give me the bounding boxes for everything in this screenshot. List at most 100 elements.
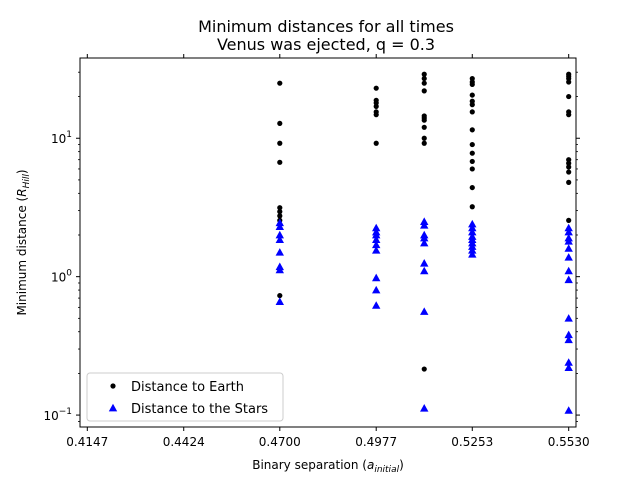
data-point-triangle bbox=[420, 259, 429, 267]
data-point-triangle bbox=[468, 227, 477, 236]
data-point-triangle bbox=[564, 406, 573, 414]
data-point-dot bbox=[373, 140, 379, 146]
data-point-dot bbox=[277, 120, 283, 127]
data-point-dot bbox=[373, 85, 379, 91]
data-point-triangle bbox=[372, 230, 381, 239]
data-point-triangle bbox=[468, 246, 477, 254]
data-point-triangle bbox=[564, 314, 573, 322]
data-point-dot bbox=[469, 141, 475, 148]
data-point-dot bbox=[469, 204, 475, 210]
x-tick-label: 0.5530 bbox=[548, 435, 590, 449]
data-point-dot bbox=[277, 159, 283, 165]
data-point-triangle bbox=[468, 223, 477, 232]
data-point-triangle bbox=[564, 330, 573, 339]
data-point-dot bbox=[421, 117, 427, 123]
legend-label: Distance to the Stars bbox=[131, 402, 268, 417]
data-point-dot bbox=[566, 169, 572, 175]
data-point-triangle bbox=[420, 221, 429, 229]
data-point-triangle bbox=[564, 227, 573, 236]
data-point-dot bbox=[277, 205, 283, 211]
data-point-dot bbox=[566, 164, 572, 170]
data-point-dot bbox=[277, 213, 283, 219]
series-distance-to-earth bbox=[277, 71, 572, 372]
x-tick-label: 0.4700 bbox=[259, 435, 301, 449]
data-point-triangle bbox=[564, 244, 573, 252]
data-point-triangle bbox=[372, 235, 381, 244]
data-point-dot bbox=[469, 81, 475, 87]
series-distance-to-the-stars bbox=[275, 217, 573, 414]
axes-frame bbox=[79, 57, 577, 428]
data-point-triangle bbox=[564, 266, 573, 275]
data-point-triangle bbox=[420, 404, 429, 412]
data-point-triangle bbox=[564, 223, 573, 232]
data-point-triangle bbox=[275, 218, 284, 227]
x-tick-label: 0.4147 bbox=[66, 435, 108, 449]
data-point-triangle bbox=[564, 275, 573, 284]
chart-title: Minimum distances for all times bbox=[198, 17, 454, 36]
data-point-triangle bbox=[468, 219, 477, 228]
plot-area: 0.4147 0.4424 0.4700 0.4977 0.5253 0.5530 10−1… bbox=[15, 54, 590, 475]
data-point-dot bbox=[421, 135, 427, 141]
data-point-dot bbox=[566, 112, 572, 118]
data-point-triangle bbox=[275, 235, 284, 244]
data-point-dot bbox=[421, 140, 427, 146]
data-point-dot bbox=[469, 109, 475, 115]
x-tick-label: 0.5253 bbox=[451, 435, 493, 449]
data-point-triangle bbox=[275, 297, 284, 305]
data-point-triangle bbox=[564, 363, 573, 372]
data-point-triangle bbox=[420, 238, 429, 247]
data-point-dot bbox=[566, 79, 572, 85]
data-point-triangle bbox=[372, 273, 381, 282]
data-point-dot bbox=[277, 209, 283, 215]
data-point-dot bbox=[469, 158, 475, 165]
data-point-dot bbox=[421, 88, 427, 94]
data-point-dot bbox=[469, 102, 475, 108]
data-point-triangle bbox=[372, 301, 381, 309]
y-axis-label: Minimum distance (RHill) bbox=[15, 169, 32, 315]
data-point-dot bbox=[421, 366, 427, 372]
y-tick-label: 101 bbox=[51, 130, 72, 146]
x-axis-label: Binary separation (ainitial) bbox=[252, 458, 404, 475]
data-point-triangle bbox=[420, 307, 429, 315]
legend: Distance to Earth Distance to the Stars bbox=[86, 372, 284, 422]
data-point-dot bbox=[373, 112, 379, 118]
data-point-triangle bbox=[468, 250, 477, 258]
legend-triangle-icon bbox=[108, 403, 118, 412]
data-point-triangle bbox=[372, 246, 381, 254]
data-point-triangle bbox=[275, 265, 284, 274]
data-point-dot bbox=[421, 80, 427, 86]
data-point-dot bbox=[421, 75, 427, 82]
data-point-triangle bbox=[275, 222, 284, 230]
data-point-dot bbox=[566, 217, 572, 223]
legend-label: Distance to Earth bbox=[131, 380, 244, 395]
y-tick-label: 100 bbox=[51, 269, 72, 285]
data-point-dot bbox=[566, 93, 572, 100]
data-point-dot bbox=[469, 127, 475, 133]
data-point-dot bbox=[566, 160, 572, 166]
data-point-triangle bbox=[564, 253, 573, 261]
data-point-triangle bbox=[372, 223, 381, 232]
data-point-triangle bbox=[372, 240, 381, 249]
data-point-dot bbox=[566, 179, 572, 185]
y-tick-label: 10−1 bbox=[43, 407, 72, 423]
data-point-triangle bbox=[420, 233, 429, 242]
data-point-dot bbox=[373, 103, 379, 109]
data-point-triangle bbox=[372, 285, 381, 294]
data-point-dot bbox=[469, 92, 475, 98]
data-point-triangle bbox=[564, 358, 573, 366]
data-point-triangle bbox=[275, 248, 284, 256]
legend-box bbox=[86, 372, 284, 422]
data-point-triangle bbox=[275, 230, 284, 239]
data-point-dot bbox=[277, 140, 283, 146]
legend-dot-icon bbox=[110, 383, 116, 389]
chart-subtitle: Venus was ejected, q = 0.3 bbox=[217, 35, 435, 54]
x-tick-label: 0.4977 bbox=[355, 435, 397, 449]
data-point-dot bbox=[469, 184, 475, 191]
data-point-dot bbox=[421, 124, 427, 130]
data-point-dot bbox=[277, 292, 283, 299]
x-tick-label: 0.4424 bbox=[163, 435, 205, 449]
data-point-triangle bbox=[564, 237, 573, 245]
data-point-dot bbox=[469, 166, 475, 172]
data-point-triangle bbox=[564, 335, 573, 344]
